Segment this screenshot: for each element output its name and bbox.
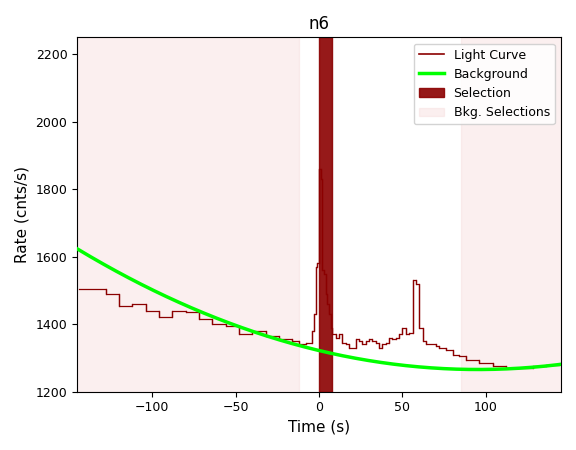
X-axis label: Time (s): Time (s) (288, 420, 350, 435)
Bar (77, 37, 299, 392)
Y-axis label: Rate (cnts/s): Rate (cnts/s) (15, 166, 30, 263)
Legend: Light Curve, Background, Selection, Bkg. Selections: Light Curve, Background, Selection, Bkg.… (414, 44, 555, 124)
Bar (319, 37, 332, 392)
Title: n6: n6 (309, 15, 329, 33)
Bar (461, 37, 561, 392)
